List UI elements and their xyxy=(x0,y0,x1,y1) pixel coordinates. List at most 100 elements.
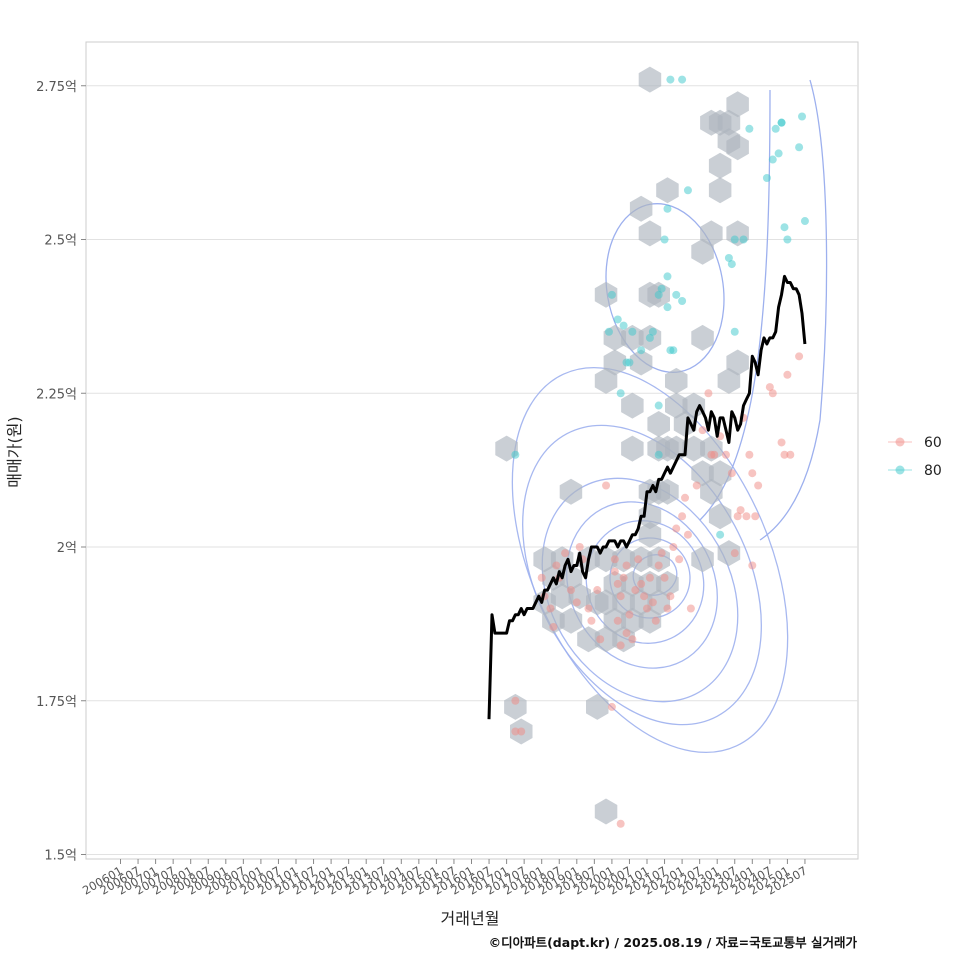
point-60 xyxy=(672,524,681,533)
hexbin-cell xyxy=(594,281,618,308)
point-80 xyxy=(619,321,628,330)
hexbin-cell xyxy=(603,349,627,376)
point-60 xyxy=(628,635,637,644)
point-60 xyxy=(619,573,628,582)
point-80 xyxy=(768,155,777,164)
point-60 xyxy=(552,561,561,570)
hexbin-cell xyxy=(638,66,662,93)
hexbin-cell xyxy=(533,546,556,573)
legend-item-80: 80 xyxy=(888,463,942,479)
hexbin-cell xyxy=(717,109,741,136)
point-60 xyxy=(657,549,666,558)
hexbin-cell xyxy=(638,607,662,634)
hexbin-cell xyxy=(656,478,679,505)
point-80 xyxy=(798,112,807,121)
hexbin-cell xyxy=(594,367,618,394)
point-60 xyxy=(721,450,730,459)
hexbin-cell xyxy=(665,367,688,394)
point-60 xyxy=(710,450,719,459)
point-60 xyxy=(610,567,619,576)
hexbin-cell xyxy=(691,546,714,573)
hexbin-cell xyxy=(586,693,609,720)
trend-line xyxy=(487,274,807,720)
point-60 xyxy=(616,592,625,601)
point-80 xyxy=(745,124,754,133)
hexbin-cell xyxy=(700,220,723,247)
point-80 xyxy=(730,235,739,244)
hexbin-cell xyxy=(708,177,732,204)
point-60 xyxy=(596,635,605,644)
point-60 xyxy=(686,604,695,613)
hexbin-cell xyxy=(559,607,583,634)
point-60 xyxy=(651,616,660,625)
y-tick-label: 1.75억 xyxy=(36,695,77,710)
hexbin-cell xyxy=(717,540,741,567)
point-60 xyxy=(616,641,625,650)
point-60 xyxy=(748,561,757,570)
point-60 xyxy=(683,530,692,539)
point-80 xyxy=(663,303,672,312)
point-80 xyxy=(783,235,792,244)
hexbin-cell xyxy=(682,392,706,419)
point-60 xyxy=(681,493,690,502)
point-60 xyxy=(640,592,649,601)
point-60 xyxy=(786,450,795,459)
source-caption: ©디아파트(dapt.kr) / 2025.08.19 / 자료=국토교통부 실… xyxy=(489,935,858,950)
point-80 xyxy=(654,401,663,410)
point-80 xyxy=(795,143,804,152)
point-80 xyxy=(800,217,809,226)
point-60 xyxy=(783,370,792,379)
y-tick-label: 1.5억 xyxy=(44,849,77,864)
point-60 xyxy=(666,592,675,601)
point-60 xyxy=(648,598,657,607)
point-80 xyxy=(771,124,780,133)
hexbin-cell xyxy=(594,589,618,616)
point-80 xyxy=(683,186,692,195)
point-60 xyxy=(517,727,526,736)
point-60 xyxy=(692,481,701,490)
hexbin-cell xyxy=(638,521,662,548)
hexbin-cell xyxy=(717,367,741,394)
point-60 xyxy=(669,543,678,551)
point-60 xyxy=(537,573,546,582)
point-80 xyxy=(777,118,786,127)
hexbin-cell xyxy=(708,460,732,487)
y-tick-label: 2.75억 xyxy=(36,80,77,95)
point-60 xyxy=(742,512,751,521)
point-60 xyxy=(654,561,663,570)
point-60 xyxy=(511,727,520,736)
point-60 xyxy=(663,604,672,613)
point-80 xyxy=(613,315,622,324)
hexbin-cell xyxy=(691,460,714,487)
point-80 xyxy=(628,327,637,336)
legend-label-60: 60 xyxy=(924,435,942,451)
point-80 xyxy=(774,149,783,158)
point-80 xyxy=(678,75,687,84)
y-axis-title: 매매가(원) xyxy=(5,416,24,487)
hexbin-cell xyxy=(682,435,706,462)
point-80 xyxy=(654,450,663,459)
point-80 xyxy=(648,327,657,336)
point-60 xyxy=(733,512,742,521)
point-60 xyxy=(613,616,622,625)
plot-panel xyxy=(85,41,859,860)
point-60 xyxy=(634,555,643,564)
point-60 xyxy=(561,549,570,558)
trend-layer xyxy=(487,274,807,720)
point-80 xyxy=(657,284,666,293)
point-80 xyxy=(616,389,625,398)
hexbin-cell xyxy=(638,570,662,597)
hexbin-cell xyxy=(708,503,732,530)
point-60 xyxy=(546,604,555,613)
point-60 xyxy=(587,616,596,625)
hexbin-cell xyxy=(504,693,527,720)
point-60 xyxy=(675,555,684,564)
hexbin-cell xyxy=(708,152,732,179)
legend-marker-60 xyxy=(895,437,905,447)
hexbin-cell xyxy=(638,220,662,247)
point-80 xyxy=(607,290,616,299)
point-60 xyxy=(637,579,646,588)
point-60 xyxy=(754,481,763,490)
hexbin-cell xyxy=(647,411,670,437)
